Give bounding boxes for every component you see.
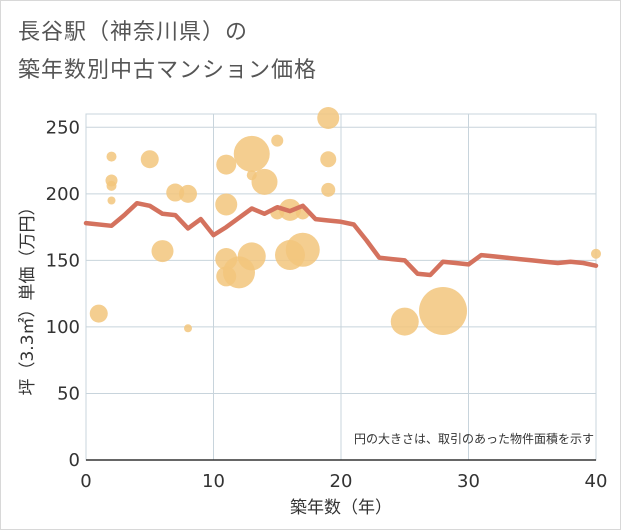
y-tick-label: 0	[69, 450, 80, 471]
data-bubble	[390, 307, 419, 336]
bubble-size-note: 円の大きさは、取引のあった物件面積を示す	[354, 431, 594, 446]
y-axis-label: 坪（3.3㎡）単価（万円）	[18, 198, 38, 395]
data-bubble	[216, 154, 237, 175]
bubble-layer	[89, 106, 601, 336]
grid-lines	[85, 113, 597, 461]
x-axis-label: 築年数（年）	[290, 498, 392, 518]
data-bubble	[151, 240, 174, 263]
data-bubble	[251, 168, 278, 195]
data-bubble	[320, 151, 337, 168]
y-tick-label: 50	[57, 383, 80, 404]
average-line-layer	[83, 200, 599, 278]
data-bubble	[285, 232, 320, 267]
data-bubble	[317, 106, 340, 129]
tick-labels: 0 50 100 150 200 250 0 10 20 30 40	[46, 117, 608, 492]
y-tick-label: 200	[46, 184, 80, 205]
x-tick-label: 0	[80, 471, 91, 492]
data-bubble	[184, 324, 192, 333]
data-bubble	[419, 286, 467, 335]
x-tick-label: 30	[457, 471, 480, 492]
x-tick-label: 20	[330, 471, 353, 492]
data-bubble	[106, 180, 117, 191]
chart-title-line2: 築年数別中古マンション価格	[18, 58, 318, 83]
data-bubble	[106, 151, 117, 162]
data-bubble	[140, 150, 159, 169]
data-bubble	[237, 242, 266, 271]
data-bubble	[179, 184, 197, 203]
x-tick-label: 40	[585, 471, 608, 492]
data-bubble	[233, 135, 270, 172]
data-bubble	[107, 196, 116, 205]
y-tick-label: 250	[46, 117, 80, 138]
chart-title-line1: 長谷駅（神奈川県）の	[18, 20, 249, 45]
data-bubble	[89, 304, 108, 323]
y-tick-label: 100	[46, 317, 80, 338]
data-bubble	[215, 193, 238, 216]
x-tick-label: 10	[202, 471, 225, 492]
data-bubble	[321, 182, 336, 197]
average-price-line	[83, 200, 599, 278]
data-bubble	[271, 134, 284, 147]
data-bubble	[591, 248, 601, 259]
y-tick-label: 150	[46, 250, 80, 271]
